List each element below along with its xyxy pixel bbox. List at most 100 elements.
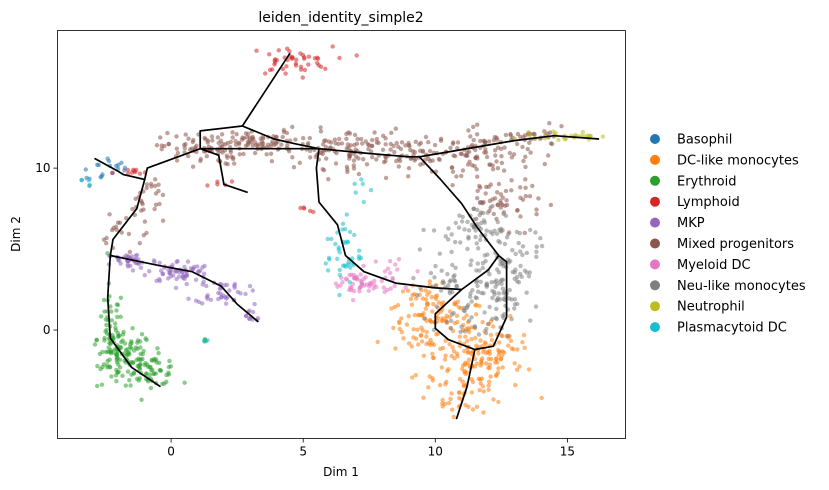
data-point — [252, 150, 258, 156]
data-point — [387, 259, 393, 264]
data-point — [462, 349, 467, 354]
data-point — [477, 183, 482, 189]
data-point — [474, 404, 480, 409]
data-point — [498, 192, 504, 197]
data-point — [128, 383, 133, 388]
data-point — [532, 132, 537, 137]
data-point — [484, 228, 489, 233]
data-point — [339, 141, 345, 146]
data-point — [346, 260, 351, 265]
data-point — [307, 148, 313, 154]
data-point — [517, 364, 522, 369]
data-point — [520, 244, 526, 249]
data-point — [347, 131, 353, 136]
data-point — [397, 158, 403, 164]
data-point — [409, 302, 415, 307]
data-point — [508, 338, 514, 343]
data-point — [79, 178, 84, 183]
data-point — [520, 197, 526, 202]
data-point — [528, 318, 533, 323]
data-point — [347, 154, 352, 159]
data-point — [119, 160, 124, 165]
data-point — [333, 241, 338, 247]
data-point — [157, 360, 162, 365]
data-point — [480, 384, 485, 389]
plot-frame — [57, 30, 626, 439]
data-point — [518, 249, 523, 254]
data-point — [433, 263, 438, 269]
data-point — [473, 234, 478, 240]
data-point — [553, 130, 558, 136]
data-point — [486, 383, 491, 388]
data-point — [509, 346, 514, 351]
data-point — [276, 48, 281, 53]
data-point — [397, 326, 402, 332]
data-point — [464, 370, 469, 375]
data-point — [290, 124, 295, 130]
data-point — [487, 139, 492, 144]
data-point — [538, 236, 543, 241]
data-point — [474, 167, 479, 172]
data-point — [512, 361, 517, 366]
data-point — [230, 130, 235, 135]
data-point — [131, 371, 137, 376]
data-point — [326, 177, 331, 182]
data-point — [138, 361, 143, 367]
legend-marker — [650, 238, 660, 249]
data-point — [415, 293, 420, 298]
data-point — [420, 148, 425, 153]
data-point — [301, 205, 306, 210]
data-point — [497, 240, 503, 245]
data-point — [467, 318, 472, 323]
data-point — [422, 316, 427, 321]
data-point — [502, 145, 507, 150]
data-point — [451, 349, 457, 354]
data-point — [469, 390, 475, 395]
data-point — [345, 240, 351, 245]
data-point — [521, 332, 527, 338]
data-point — [469, 315, 474, 320]
data-point — [290, 155, 295, 160]
data-point — [194, 143, 199, 148]
data-point — [432, 275, 437, 280]
data-point — [158, 135, 163, 140]
data-point — [513, 267, 518, 272]
legend-label: MKP — [677, 216, 705, 231]
data-point — [432, 142, 438, 148]
data-point — [498, 226, 504, 232]
data-point — [539, 243, 545, 249]
data-point — [114, 360, 120, 365]
data-point — [587, 133, 592, 139]
data-point — [393, 126, 398, 131]
data-point — [347, 280, 353, 285]
data-point — [323, 261, 328, 266]
data-point — [352, 276, 358, 281]
data-point — [473, 335, 478, 341]
data-point — [490, 203, 495, 209]
data-point — [453, 220, 458, 226]
data-point — [452, 278, 457, 283]
data-point — [109, 309, 114, 314]
data-point — [299, 67, 304, 72]
data-point — [141, 233, 146, 238]
data-point — [315, 56, 321, 61]
data-point — [443, 338, 448, 343]
data-point — [347, 229, 353, 235]
data-point — [334, 150, 339, 156]
data-point — [469, 258, 474, 263]
data-point — [424, 329, 429, 335]
data-point — [463, 402, 468, 408]
data-point — [465, 219, 470, 225]
data-point — [135, 338, 141, 343]
data-point — [417, 142, 422, 147]
series-plasmacytoid-dc — [79, 177, 374, 344]
data-point — [92, 342, 98, 347]
data-point — [202, 263, 207, 269]
data-point — [177, 274, 182, 279]
data-point — [383, 158, 388, 164]
data-point — [104, 322, 109, 328]
data-point — [370, 155, 375, 160]
data-point — [329, 140, 334, 145]
data-point — [183, 132, 188, 137]
